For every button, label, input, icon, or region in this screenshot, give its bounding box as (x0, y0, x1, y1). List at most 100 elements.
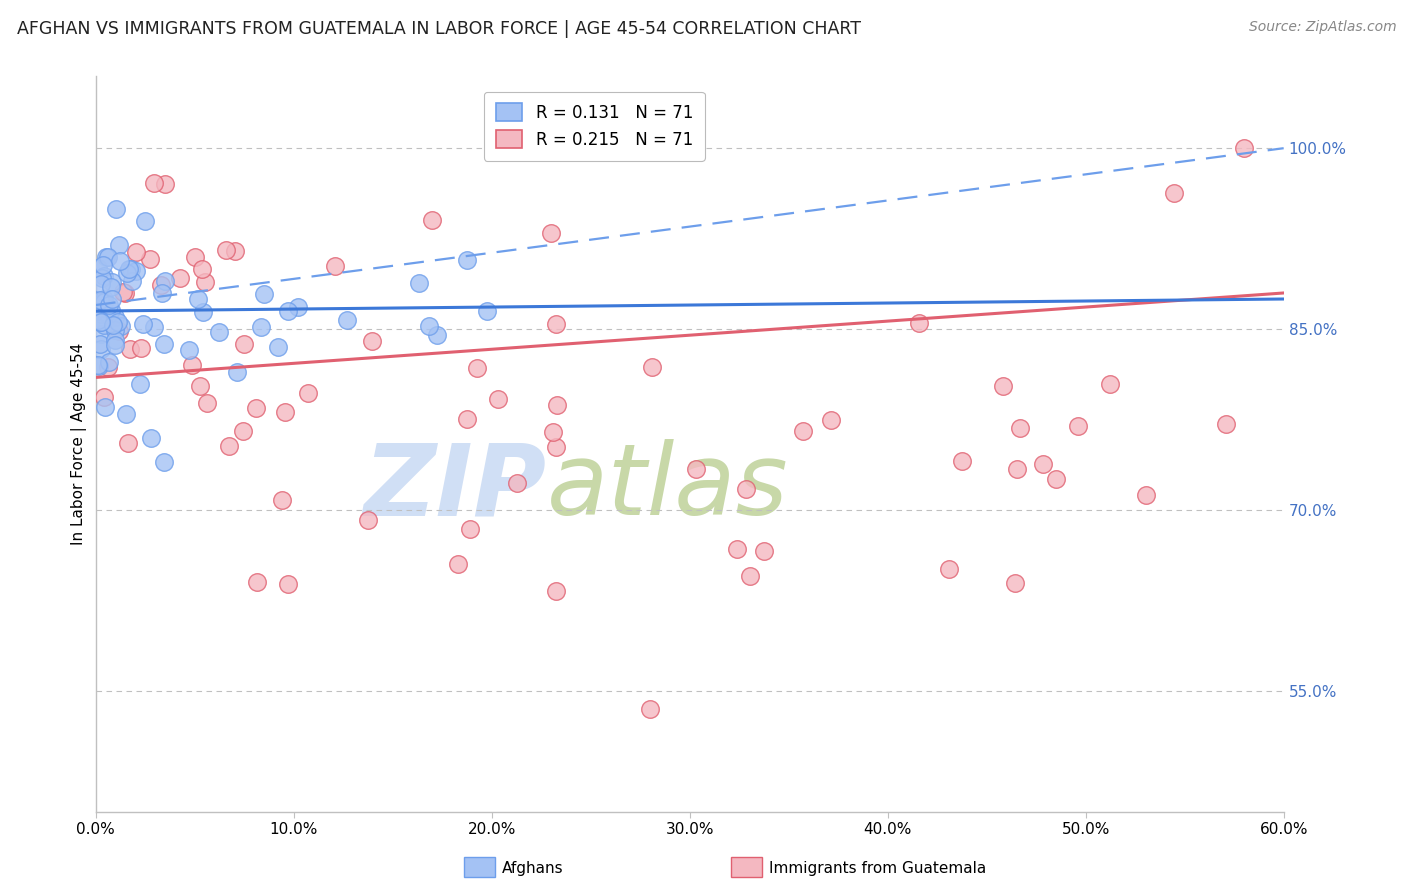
Point (477, 304, 499, 318)
Point (297, 386, 319, 401)
Point (96, 306, 118, 320)
Point (458, 522, 481, 536)
Point (132, 318, 155, 332)
Point (87, 261, 110, 276)
Point (991, 378, 1014, 392)
Point (179, 343, 201, 357)
Point (277, 304, 299, 318)
Y-axis label: In Labor Force | Age 45-54: In Labor Force | Age 45-54 (72, 343, 87, 545)
Point (100, 303, 122, 318)
Point (94, 250, 117, 264)
Point (232, 425, 254, 439)
Point (638, 702, 661, 716)
Point (153, 274, 176, 288)
Point (1010, 421, 1032, 435)
Point (225, 365, 247, 379)
Point (143, 319, 166, 334)
Point (1005, 462, 1028, 476)
Point (90, 314, 112, 328)
Point (544, 317, 567, 331)
Text: Immigrants from Guatemala: Immigrants from Guatemala (769, 862, 987, 876)
Point (641, 360, 664, 375)
Text: Afghans: Afghans (502, 862, 564, 876)
Point (180, 358, 202, 372)
Point (118, 262, 141, 277)
Point (215, 244, 238, 258)
Point (734, 482, 756, 496)
Point (91, 293, 114, 308)
Point (104, 310, 127, 325)
Point (191, 262, 214, 277)
Point (271, 493, 294, 508)
Point (540, 226, 562, 240)
Point (908, 316, 931, 330)
Point (142, 176, 165, 190)
Point (188, 379, 211, 393)
Point (100, 279, 122, 293)
Point (408, 277, 430, 291)
Point (121, 274, 143, 288)
Point (546, 398, 568, 412)
Point (1215, 417, 1237, 431)
Point (149, 277, 172, 292)
Point (685, 461, 707, 475)
Point (87, 313, 110, 327)
Point (98, 355, 121, 369)
Point (169, 271, 191, 285)
Point (277, 576, 299, 591)
Point (357, 513, 380, 527)
Point (253, 286, 276, 301)
Point (1045, 472, 1067, 486)
Point (89, 315, 111, 329)
Point (447, 557, 470, 571)
Point (129, 377, 152, 392)
Text: AFGHAN VS IMMIGRANTS FROM GUATEMALA IN LABOR FORCE | AGE 45-54 CORRELATION CHART: AFGHAN VS IMMIGRANTS FROM GUATEMALA IN L… (17, 20, 860, 37)
Point (541, 425, 564, 440)
Point (100, 292, 122, 306)
Point (89, 337, 111, 351)
Point (725, 541, 748, 556)
Point (101, 318, 124, 333)
Point (89, 293, 111, 307)
Point (125, 264, 148, 278)
Point (546, 583, 568, 598)
Point (110, 318, 132, 333)
Point (183, 250, 205, 264)
Point (90, 342, 112, 356)
Point (1004, 575, 1026, 590)
Point (153, 178, 176, 192)
Point (233, 337, 256, 351)
Point (1163, 186, 1185, 200)
Point (456, 412, 478, 426)
Point (87, 311, 110, 326)
Point (1067, 419, 1090, 434)
Point (1032, 457, 1054, 471)
Point (93, 318, 115, 333)
Point (208, 325, 231, 339)
Point (93, 292, 115, 306)
Point (1135, 488, 1157, 502)
Point (93, 268, 115, 283)
Point (1233, 141, 1256, 155)
Point (1098, 376, 1121, 391)
Point (120, 261, 142, 276)
Point (486, 392, 509, 406)
Point (418, 319, 440, 334)
Point (195, 396, 218, 410)
Point (93, 294, 115, 309)
Point (97, 250, 120, 264)
Point (249, 319, 271, 334)
Point (97, 298, 120, 312)
Point (114, 285, 136, 300)
Point (104, 333, 127, 347)
Point (360, 334, 382, 348)
Point (505, 476, 527, 491)
Point (153, 455, 176, 469)
Point (287, 301, 309, 315)
Point (117, 435, 139, 450)
Point (104, 202, 127, 216)
Point (274, 404, 297, 418)
Point (792, 424, 814, 438)
Point (194, 275, 217, 289)
Point (91, 258, 114, 272)
